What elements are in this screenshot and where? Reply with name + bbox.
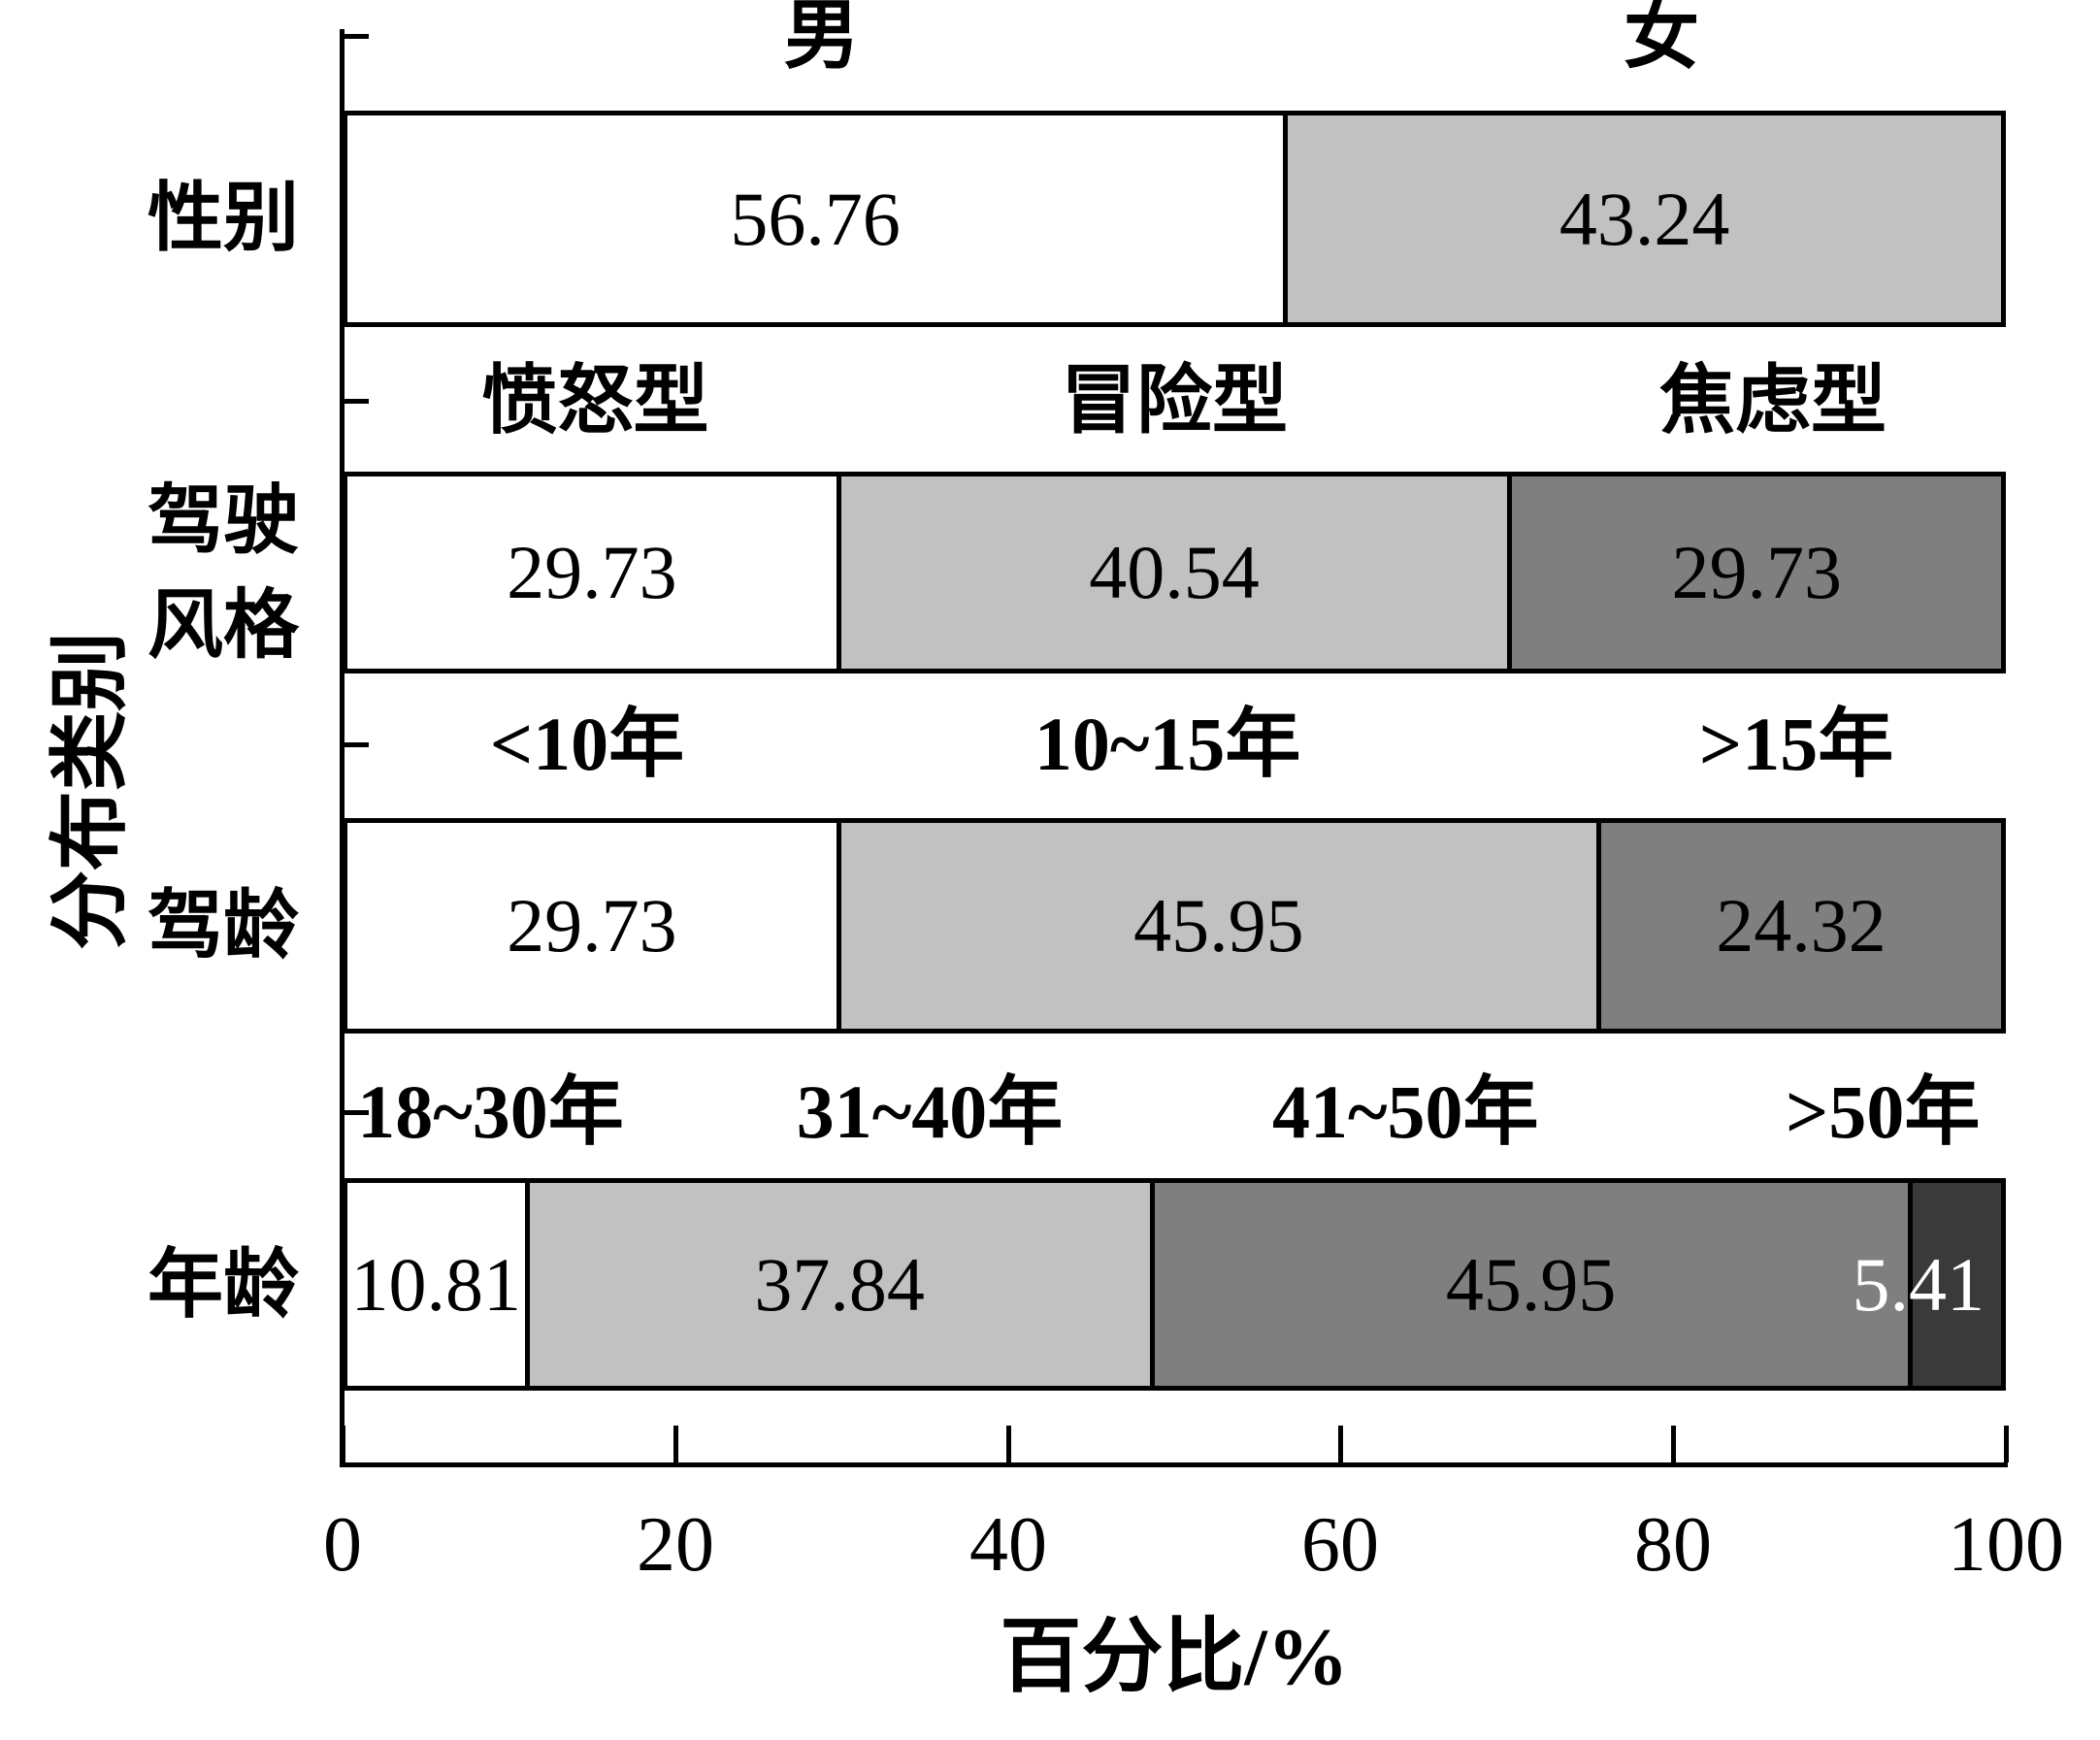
bar-驾驶风格: 29.73 40.54 29.73 — [343, 472, 2006, 673]
x-tick-label: 20 — [637, 1502, 714, 1588]
segment-value-label: 45.95 — [1445, 1241, 1617, 1327]
y-axis-tick — [340, 34, 369, 39]
bar-性别: 56.76 43.24 — [343, 111, 2006, 327]
category-label-性别: 性别 — [147, 176, 299, 261]
y-axis-tick — [340, 742, 369, 747]
x-tick-label: 100 — [1948, 1502, 2064, 1588]
x-tick-label: 80 — [1634, 1502, 1712, 1588]
segment-value-label: 10.81 — [350, 1241, 522, 1327]
bar-segment: 56.76 — [347, 115, 1284, 322]
x-axis-title: 百分比/% — [1000, 1612, 1349, 1703]
bar-segment: 43.24 — [1283, 115, 2001, 322]
segment-header-label: >15年 — [1698, 702, 1894, 786]
y-axis-tick — [340, 399, 369, 404]
category-label-驾驶风格: 驾驶 风格 — [147, 477, 299, 667]
segment-value-label-overlay: 5.41 — [1852, 1241, 1985, 1327]
bar-segment: 29.73 — [1507, 476, 2001, 669]
bar-segment: 40.54 — [836, 476, 1508, 669]
y-axis-title: 分布类别 — [46, 631, 135, 951]
segment-header-label: 男 — [783, 0, 860, 78]
segment-header-label: 18~30年 — [357, 1069, 624, 1154]
bar-segment: 45.95 — [1149, 1183, 1908, 1386]
category-label-驾龄: 驾龄 — [147, 883, 299, 968]
bar-segment: 29.73 — [347, 823, 837, 1029]
segment-value-label: 37.84 — [754, 1241, 925, 1327]
x-tick-label: 60 — [1301, 1502, 1379, 1588]
x-axis-tick — [1671, 1426, 1676, 1462]
bar-segment: 45.95 — [836, 823, 1597, 1029]
y-axis-tick — [340, 1110, 369, 1115]
segment-value-label: 40.54 — [1089, 530, 1260, 614]
segment-header-label: 冒险型 — [1060, 358, 1289, 443]
segment-value-label: 43.24 — [1559, 176, 1730, 261]
bar-segment: 29.73 — [347, 476, 837, 669]
x-axis-tick — [2004, 1426, 2009, 1462]
segment-header-label: 41~50年 — [1271, 1069, 1539, 1154]
segment-value-label: 29.73 — [507, 530, 677, 614]
segment-value-label: 56.76 — [730, 176, 901, 261]
bar-年龄: 10.81 37.84 45.95 5.41 — [343, 1178, 2006, 1391]
x-axis-tick — [341, 1426, 345, 1462]
segment-header-label: 31~40年 — [796, 1069, 1064, 1154]
x-axis-spine — [340, 1462, 2008, 1467]
x-tick-label: 40 — [969, 1502, 1047, 1588]
segment-header-label: >50年 — [1785, 1069, 1981, 1154]
segment-header-label: 女 — [1624, 0, 1700, 78]
x-axis-tick — [673, 1426, 678, 1462]
segment-header-label: 愤怒型 — [481, 358, 709, 443]
segment-header-label: 10~15年 — [1034, 702, 1301, 786]
y-axis-spine — [340, 29, 345, 1467]
x-tick-label: 0 — [323, 1502, 362, 1588]
x-axis-tick — [1338, 1426, 1343, 1462]
segment-header-label: <10年 — [489, 702, 685, 786]
segment-header-label: 焦虑型 — [1659, 358, 1887, 443]
segment-value-label: 45.95 — [1133, 883, 1304, 968]
bar-segment: 24.32 — [1596, 823, 2001, 1029]
bar-segment: 37.84 — [524, 1183, 1150, 1386]
segment-value-label: 24.32 — [1716, 883, 1887, 968]
bar-segment — [1907, 1183, 2001, 1386]
bar-驾龄: 29.73 45.95 24.32 — [343, 818, 2006, 1034]
segment-value-label: 29.73 — [1671, 530, 1842, 614]
segment-value-label: 29.73 — [507, 883, 677, 968]
x-axis-tick — [1006, 1426, 1011, 1462]
category-label-年龄: 年龄 — [147, 1242, 299, 1328]
bar-segment: 10.81 — [347, 1183, 525, 1386]
